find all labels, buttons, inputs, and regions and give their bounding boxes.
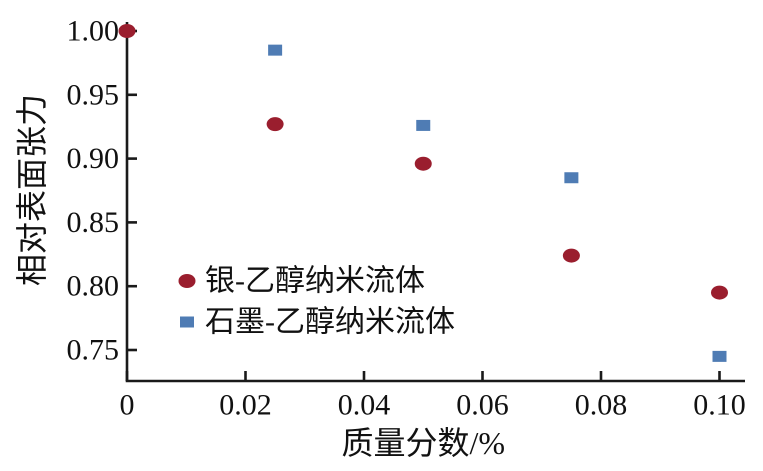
square-marker-icon bbox=[180, 316, 194, 328]
x-axis-title: 质量分数/% bbox=[341, 425, 505, 461]
data-point-circle bbox=[562, 248, 580, 263]
data-point-circle bbox=[266, 117, 284, 132]
x-tick-label: 0.06 bbox=[456, 389, 509, 422]
data-point-square bbox=[268, 44, 283, 56]
circle-marker-icon bbox=[178, 274, 196, 288]
x-tick-label: 0.02 bbox=[219, 389, 272, 422]
y-tick-label: 1.00 bbox=[67, 15, 120, 48]
data-point-circle bbox=[414, 156, 432, 171]
y-axis-title: 相对表面张力 bbox=[14, 94, 50, 286]
x-tick-label: 0.10 bbox=[693, 389, 746, 422]
y-tick-label: 0.75 bbox=[67, 334, 120, 367]
y-tick-label: 0.95 bbox=[67, 78, 120, 111]
x-tick-label: 0.08 bbox=[575, 389, 628, 422]
x-tick-label: 0.04 bbox=[338, 389, 391, 422]
data-point-circle bbox=[711, 285, 728, 300]
data-point-square bbox=[564, 172, 579, 184]
data-point-square bbox=[712, 350, 727, 362]
y-tick-label: 0.90 bbox=[67, 142, 120, 175]
y-tick-label: 0.85 bbox=[67, 206, 120, 239]
legend-item-label: 银-乙醇纳米流体 bbox=[205, 265, 425, 298]
y-tick-label: 0.80 bbox=[67, 270, 120, 303]
data-point-circle bbox=[118, 24, 136, 38]
x-tick-label: 0 bbox=[120, 389, 135, 422]
data-point-square bbox=[416, 119, 431, 131]
legend-item-label: 石墨-乙醇纳米流体 bbox=[205, 306, 455, 339]
